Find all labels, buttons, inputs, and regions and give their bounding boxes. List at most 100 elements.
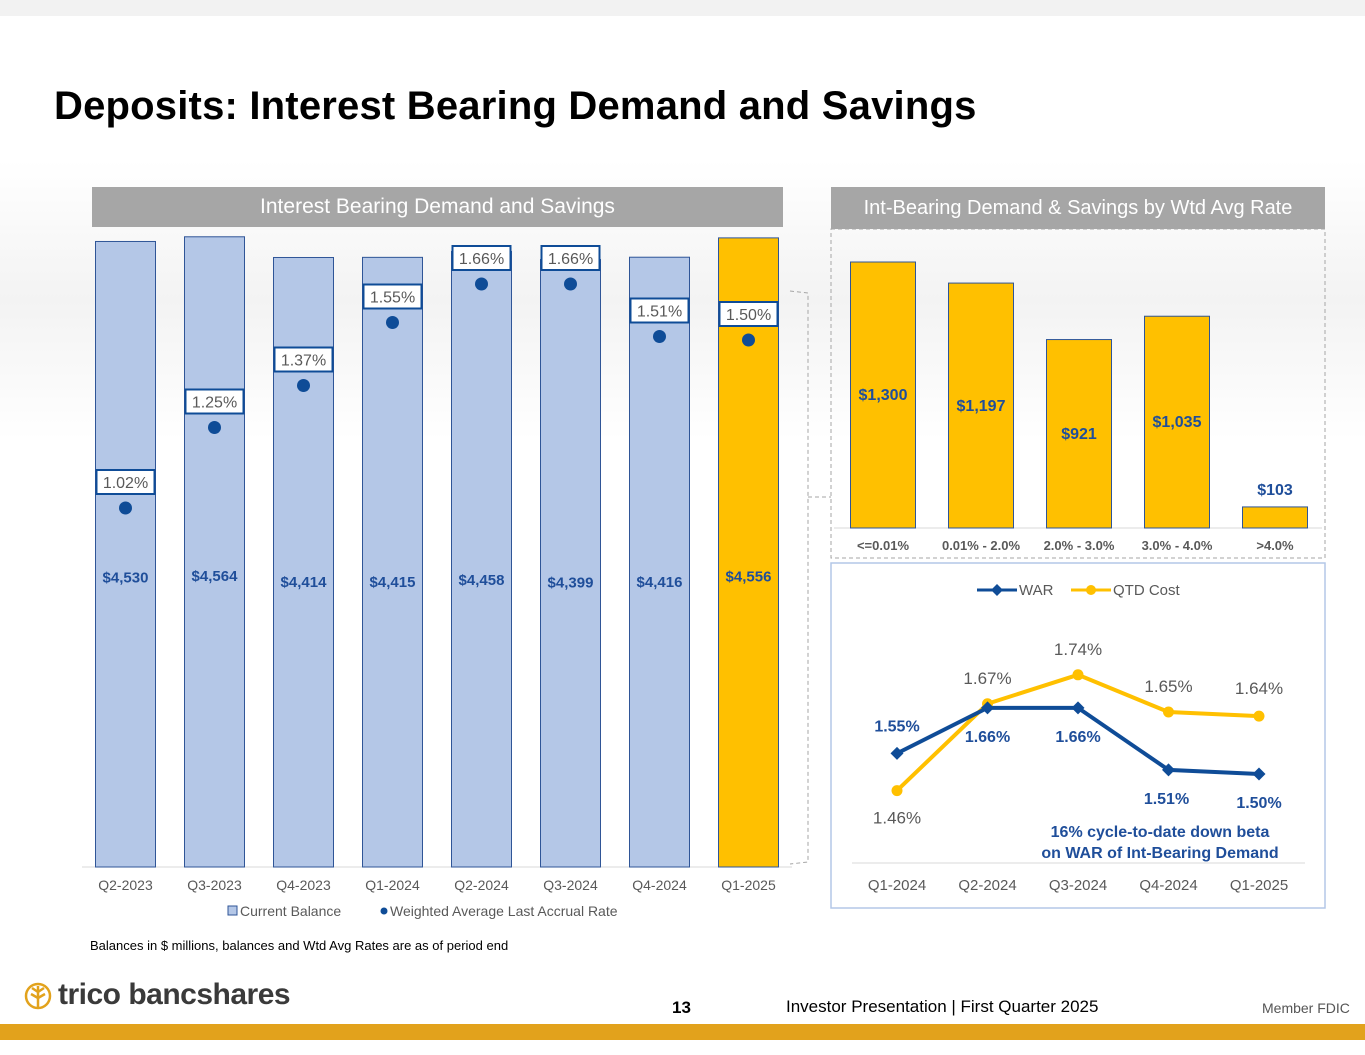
rate-bucket-bar: [948, 282, 1014, 529]
qtd-cost-value-label: 1.46%: [873, 809, 921, 828]
connector-bracket-path: [789, 290, 809, 865]
connector-bracket: [789, 290, 831, 865]
balance-bar: [629, 256, 690, 868]
rate-bucket-bar: [850, 261, 916, 529]
top-band: [0, 0, 1365, 16]
rate-dot: [653, 330, 666, 343]
rate-bucket-chart: $1,300 $1,197 $921 $1,035 $103 <=0.01% 0.01% …: [834, 261, 1322, 553]
wheat-icon: [24, 982, 52, 1010]
rate-label-box: 1.25%: [184, 388, 245, 415]
right-panel-header: Int-Bearing Demand & Savings by Wtd Avg …: [831, 187, 1325, 229]
legend-swatch-current-balance: [227, 905, 238, 916]
legend-label-rate: Weighted Average Last Accrual Rate: [390, 903, 618, 919]
rate-label-box: 1.37%: [273, 346, 334, 373]
balance-bar: [718, 237, 779, 868]
line-category-label: Q1-2025: [1230, 877, 1288, 894]
line-legend: WAR QTD Cost: [977, 582, 1181, 599]
rate-bucket-value-label: $1,197: [957, 398, 1006, 415]
rate-bucket-category-label: <=0.01%: [857, 538, 909, 553]
rate-label-frame: [273, 346, 334, 373]
rate-bucket-bar: [1144, 315, 1210, 529]
rate-label: 1.37%: [281, 353, 326, 370]
rate-dot: [475, 277, 488, 291]
rate-bucket-category-label: 3.0% - 4.0%: [1142, 538, 1213, 553]
line-series: [890, 669, 1266, 797]
page-title: Deposits: Interest Bearing Demand and Sa…: [54, 84, 977, 128]
rate-dot: [742, 333, 755, 347]
rate-label: 1.66%: [548, 251, 593, 268]
balance-legend: Current Balance Weighted Average Last Ac…: [227, 903, 618, 919]
qtd-cost-value-label: 1.65%: [1144, 677, 1192, 696]
balance-value-label: $4,415: [370, 574, 416, 591]
qtd-cost-point: [891, 785, 903, 797]
rate-label-frame: [629, 297, 690, 324]
rate-label-box: 1.51%: [629, 297, 690, 324]
rate-label: 1.25%: [192, 395, 237, 412]
balance-value-label: $4,414: [281, 574, 328, 591]
rate-label-frame: [184, 388, 245, 415]
rate-label-box: 1.66%: [451, 245, 512, 271]
war-value-label: 1.66%: [1055, 729, 1100, 746]
balance-value-label: $4,530: [103, 569, 149, 586]
balance-category-label: Q4-2023: [276, 877, 331, 893]
rate-bucket-value-label: $1,035: [1153, 414, 1202, 431]
wheat-icon-circle: [24, 982, 52, 1010]
rate-dots: [119, 277, 755, 515]
rate-bucket-category-labels: <=0.01% 0.01% - 2.0% 2.0% - 3.0% 3.0% - 4.0…: [857, 538, 1294, 553]
legend-marker-war: [991, 584, 1003, 596]
war-value-label: 1.50%: [1236, 795, 1281, 812]
balance-value-label: $4,416: [637, 574, 683, 591]
beta-annotation-line-1: 16% cycle-to-date down beta: [1051, 824, 1270, 841]
war-point: [1071, 701, 1085, 715]
war-point: [1252, 767, 1266, 781]
rate-bucket-bar: [1242, 506, 1308, 529]
rate-bucket-value-label: $103: [1257, 482, 1293, 499]
balance-bar: [362, 256, 423, 868]
rate-bucket-category-label: 2.0% - 3.0%: [1044, 538, 1115, 553]
rate-labels: 1.02% 1.25% 1.37% 1.55% 1.66% 1.66% 1.51% 1.50%: [95, 245, 779, 495]
wheat-icon-leaves: [30, 986, 46, 1000]
line-value-labels: 1.55% 1.66% 1.66% 1.51% 1.50% 1.46% 1.67% 1.74%…: [873, 640, 1283, 828]
rate-label-box: 1.66%: [540, 245, 601, 271]
rate-label-frame: [362, 283, 423, 310]
rate-dot: [297, 379, 310, 392]
legend-marker-qtd-cost: [1086, 585, 1096, 595]
rate-bucket-value-label: $1,300: [859, 387, 908, 404]
rate-dot: [564, 277, 577, 291]
rate-bucket-category-label: >4.0%: [1256, 538, 1294, 553]
balance-category-label: Q2-2024: [454, 877, 509, 893]
balance-bar: [451, 250, 512, 868]
rate-bucket-value-labels: $1,300 $1,197 $921 $1,035 $103: [859, 387, 1293, 499]
rate-label: 1.51%: [637, 304, 682, 321]
line-chart: WAR QTD Cost 1.55%1.66% 1.66%1.51% 1.50%1.…: [852, 582, 1305, 894]
balance-category-label: Q3-2023: [187, 877, 242, 893]
member-fdic: Member FDIC: [1262, 1000, 1350, 1016]
rate-label: 1.50%: [726, 307, 771, 324]
balance-value-label: $4,564: [192, 568, 239, 585]
balance-category-label: Q1-2024: [365, 877, 420, 893]
bottom-accent-bar: [0, 1024, 1365, 1040]
balance-category-label: Q2-2023: [98, 877, 153, 893]
line-chart-frame: [830, 562, 1326, 909]
qtd-cost-point: [1072, 669, 1084, 681]
war-point: [890, 746, 904, 760]
qtd-cost-point: [1253, 710, 1265, 722]
rate-label-box: 1.50%: [718, 301, 779, 327]
war-value-label: 1.66%: [965, 729, 1010, 746]
balance-category-label: Q3-2024: [543, 877, 598, 893]
rate-label-box: 1.02%: [95, 469, 156, 495]
legend-label-current-balance: Current Balance: [240, 903, 341, 919]
balance-value-label: $4,399: [548, 575, 594, 592]
balance-category-label: Q4-2024: [632, 877, 687, 893]
balance-chart: $4,530 $4,564 $4,414 $4,415 $4,458 $4,399 $4,4…: [82, 236, 792, 919]
line-category-labels: Q1-2024 Q2-2024 Q3-2024 Q4-2024 Q1-2025: [868, 877, 1288, 894]
balance-category-labels: Q2-2023 Q3-2023 Q4-2023 Q1-2024 Q2-2024 Q3-20…: [98, 877, 776, 893]
logo-wordmark: trico bancshares: [58, 978, 291, 1011]
qtd-cost-value-label: 1.74%: [1054, 640, 1102, 659]
beta-annotation-line-2: on WAR of Int-Bearing Demand: [1041, 845, 1278, 862]
balance-value-label: $4,556: [726, 568, 772, 585]
footnote: Balances in $ millions, balances and Wtd…: [90, 938, 509, 953]
balance-bar: [540, 259, 601, 868]
war-point: [1162, 763, 1175, 777]
